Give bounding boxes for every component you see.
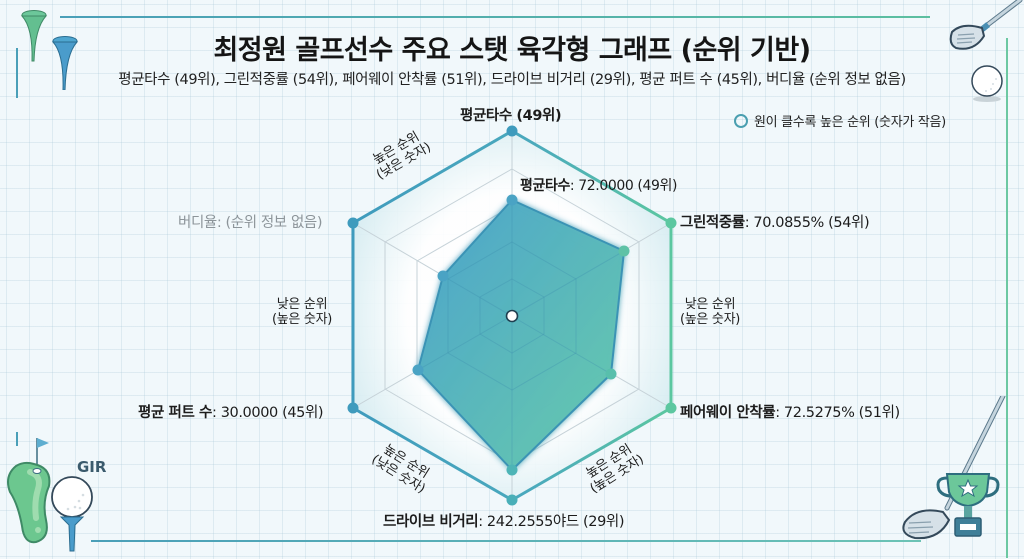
drive-value: : 242.2555야드 (29위) xyxy=(478,514,625,530)
data-point-putts xyxy=(412,364,424,376)
golf-club-icon xyxy=(949,0,1023,50)
trophy-and-club-icon xyxy=(902,396,1006,540)
gir-name: 그린적중률 xyxy=(680,215,745,231)
note-line-1: 낮은 순위 xyxy=(684,297,736,312)
fairway-value: : 72.5275% (51위) xyxy=(775,405,900,421)
data-point-scoring xyxy=(506,194,518,206)
legend-label: 원이 클수록 높은 순위 (숫자가 작음) xyxy=(754,115,946,130)
data-point-dots xyxy=(412,194,630,476)
chart-title: 최정원 골프선수 주요 스탯 육각형 그래프 (순위 기반) xyxy=(213,35,811,66)
ball-on-tee-icon xyxy=(51,476,93,552)
value-label-drive: 드라이브 비거리: 242.2555야드 (29위) xyxy=(383,510,625,531)
data-point-gir xyxy=(618,245,630,257)
scoring-value: : 72.0000 (49위) xyxy=(569,178,678,194)
putts-name: 평균 퍼트 수 xyxy=(138,405,212,421)
birdie-name: 버디율 xyxy=(178,215,217,231)
frame-line-left-lower xyxy=(16,432,18,446)
open-circle-icon xyxy=(734,113,748,128)
scoring-name: 평균타수 xyxy=(520,178,570,194)
note-line-2: (높은 숫자) xyxy=(680,312,741,327)
data-point-drive xyxy=(506,464,518,476)
frame-line-top xyxy=(60,16,930,18)
legend: 원이 클수록 높은 순위 (숫자가 작음) xyxy=(734,111,946,130)
frame-line-bottom xyxy=(91,540,921,542)
fairway-name: 페어웨이 안착률 xyxy=(680,405,776,421)
value-label-birdie: 버디율: (순위 정보 없음) xyxy=(178,211,323,232)
gir-label: GIR xyxy=(77,458,107,476)
golf-ball-icon xyxy=(971,65,1003,102)
axis-top-title-text: 평균타수 (49위) xyxy=(460,108,562,124)
center-dot xyxy=(505,309,519,323)
golf-tees-icon xyxy=(20,10,79,90)
frame-line-left xyxy=(16,48,18,98)
outer-vertex-dots xyxy=(347,125,677,506)
value-label-gir: 그린적중률: 70.0855% (54위) xyxy=(680,211,870,232)
value-label-putts: 평균 퍼트 수: 30.0000 (45위) xyxy=(138,401,324,422)
gir-value: : 70.0855% (54위) xyxy=(744,215,870,231)
axis-label-top: 평균타수 (49위) xyxy=(460,104,562,125)
putting-green-icon xyxy=(7,438,51,544)
data-point-birdie xyxy=(437,270,449,282)
note-line-1: 낮은 순위 xyxy=(276,297,328,312)
direction-note-left: 낮은 순위 (높은 숫자) xyxy=(272,297,332,327)
direction-note-right: 낮은 순위 (높은 숫자) xyxy=(680,297,740,327)
frame-line-right xyxy=(1006,38,1008,558)
note-line-2: (높은 숫자) xyxy=(272,312,333,327)
drive-name: 드라이브 비거리 xyxy=(383,514,479,530)
value-label-scoring: 평균타수: 72.0000 (49위) xyxy=(520,175,677,195)
data-point-fairway xyxy=(605,368,617,380)
putts-value: : 30.0000 (45위) xyxy=(212,405,324,421)
value-label-fairway: 페어웨이 안착률: 72.5275% (51위) xyxy=(680,401,900,422)
chart-subtitle: 평균타수 (49위), 그린적중률 (54위), 페어웨이 안착률 (51위),… xyxy=(118,72,906,88)
birdie-value: : (순위 정보 없음) xyxy=(216,215,323,231)
